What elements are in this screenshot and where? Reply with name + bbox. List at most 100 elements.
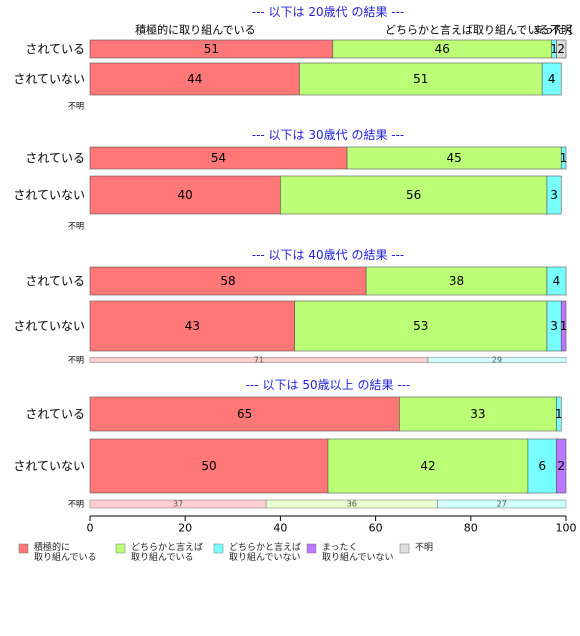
- legend-label: 取り組んでいる: [34, 551, 97, 563]
- bar-segment: [89, 300, 295, 352]
- legend-label: 取り組んでいない: [229, 551, 301, 563]
- x-axis: 0 20 40 60 80 100: [87, 515, 577, 535]
- legend-label: 取り組んでいない: [322, 551, 394, 563]
- data-label: 33: [470, 407, 485, 421]
- panel-title: --- 以下は 50歳以上 の結果 ---: [246, 378, 411, 392]
- row-label: されている: [25, 407, 85, 421]
- bar-segment: [89, 396, 400, 432]
- bar-segment: [556, 396, 562, 432]
- data-label: 37: [173, 500, 183, 509]
- x-tick-label: 60: [369, 522, 383, 535]
- legend-item: どちらかと言えば取り組んでいる: [115, 541, 203, 563]
- data-label: 51: [413, 72, 428, 86]
- legend-swatch: [399, 543, 410, 554]
- panel: --- 以下は 50歳以上 の結果 --- されている 65 33 1 されていない 50 4…: [13, 378, 567, 509]
- data-label: 27: [497, 500, 507, 509]
- legend-swatch: [115, 543, 126, 554]
- data-label: 2: [557, 42, 565, 56]
- row-label: されている: [25, 42, 85, 56]
- legend-item: 不明: [399, 542, 433, 554]
- bar-row: されている 65 33 1: [25, 396, 563, 432]
- bar-segment: [556, 39, 567, 59]
- data-label: 53: [413, 319, 428, 333]
- data-label: 42: [420, 459, 435, 473]
- bar-segment: [427, 357, 567, 363]
- row-label: 不明: [68, 102, 84, 111]
- legend-item: 積極的に取り組んでいる: [18, 541, 97, 563]
- segment-name-label: 不明: [550, 24, 572, 37]
- data-label: 1: [560, 151, 568, 165]
- row-label: 不明: [68, 222, 84, 231]
- data-label: 54: [211, 151, 226, 165]
- row-label: されていない: [13, 188, 85, 202]
- x-tick-label: 80: [464, 522, 478, 535]
- legend-swatch: [213, 543, 224, 554]
- bar-segment: [560, 300, 567, 352]
- data-label: 6: [538, 459, 546, 473]
- data-label: 44: [187, 72, 202, 86]
- legend-label: 積極的に: [34, 541, 70, 553]
- bar-segment: [365, 266, 548, 296]
- bar-row: されていない 43 53 3 1: [13, 300, 567, 352]
- legend-label: どちらかと言えば: [131, 541, 203, 553]
- legend-label: まったく: [322, 542, 358, 553]
- segment-name-label: どちらかと言えば取り組んでいる: [385, 24, 549, 37]
- panel: --- 以下は 30歳代 の結果 --- されている 54 45 1 されていない 40 56…: [13, 128, 567, 231]
- data-label: 1: [555, 407, 563, 421]
- data-label: 4: [553, 274, 561, 288]
- bar-segment: [280, 175, 548, 215]
- bar-segment: [89, 62, 300, 96]
- data-label: 50: [201, 459, 216, 473]
- data-label: 38: [449, 274, 464, 288]
- bar-segment: [89, 175, 281, 215]
- bar-segment: [89, 266, 367, 296]
- data-label: 45: [446, 151, 461, 165]
- data-label: 29: [492, 356, 502, 365]
- bar-row: されている 51 46 1 2: [25, 39, 567, 59]
- bar-segment: [546, 266, 567, 296]
- row-label: 不明: [68, 500, 84, 509]
- bar-row: 不明: [68, 102, 84, 111]
- legend-swatch: [306, 543, 317, 554]
- data-label: 51: [204, 42, 219, 56]
- segment-name-label: まったく: [532, 24, 576, 37]
- row-label: されていない: [13, 319, 85, 333]
- panel: --- 以下は 20歳代 の結果 --- されている 51 46 1 2 されていない 44 5…: [13, 5, 567, 111]
- data-label: 40: [178, 188, 193, 202]
- data-label: 3: [550, 188, 558, 202]
- data-label: 4: [548, 72, 556, 86]
- bar-segment: [437, 499, 567, 509]
- bar-row: 不明 37 36 27: [68, 499, 567, 509]
- bar-row: されていない 50 42 6 2: [13, 438, 567, 494]
- data-label: 46: [435, 42, 450, 56]
- data-label: 36: [347, 500, 357, 509]
- data-label: 3: [550, 319, 558, 333]
- bar-row: 不明 71 29: [68, 356, 567, 365]
- data-label: 71: [254, 356, 264, 365]
- bar-row: 不明: [68, 222, 84, 231]
- bar-segment: [527, 438, 557, 494]
- x-tick-label: 100: [556, 522, 577, 535]
- row-label: されている: [25, 151, 85, 165]
- legend-label: 不明: [415, 542, 433, 553]
- row-label: されていない: [13, 459, 85, 473]
- legend-label: 取り組んでいる: [131, 551, 194, 563]
- chart-legend: 積極的に取り組んでいるどちらかと言えば取り組んでいるどちらかと言えば取り組んでい…: [18, 541, 433, 563]
- data-label: 43: [185, 319, 200, 333]
- panel-title: --- 以下は 40歳代 の結果 ---: [252, 248, 405, 262]
- x-tick-label: 20: [178, 522, 192, 535]
- data-label: 2: [557, 459, 565, 473]
- panel: --- 以下は 40歳代 の結果 --- されている 58 38 4 されていない 43 53…: [13, 248, 567, 365]
- bar-segment: [327, 438, 529, 494]
- panel-title: --- 以下は 20歳代 の結果 ---: [252, 5, 405, 19]
- bar-segment: [556, 438, 567, 494]
- bar-segment: [541, 62, 562, 96]
- data-label: 56: [406, 188, 421, 202]
- data-label: 65: [237, 407, 252, 421]
- bar-segment: [546, 175, 562, 215]
